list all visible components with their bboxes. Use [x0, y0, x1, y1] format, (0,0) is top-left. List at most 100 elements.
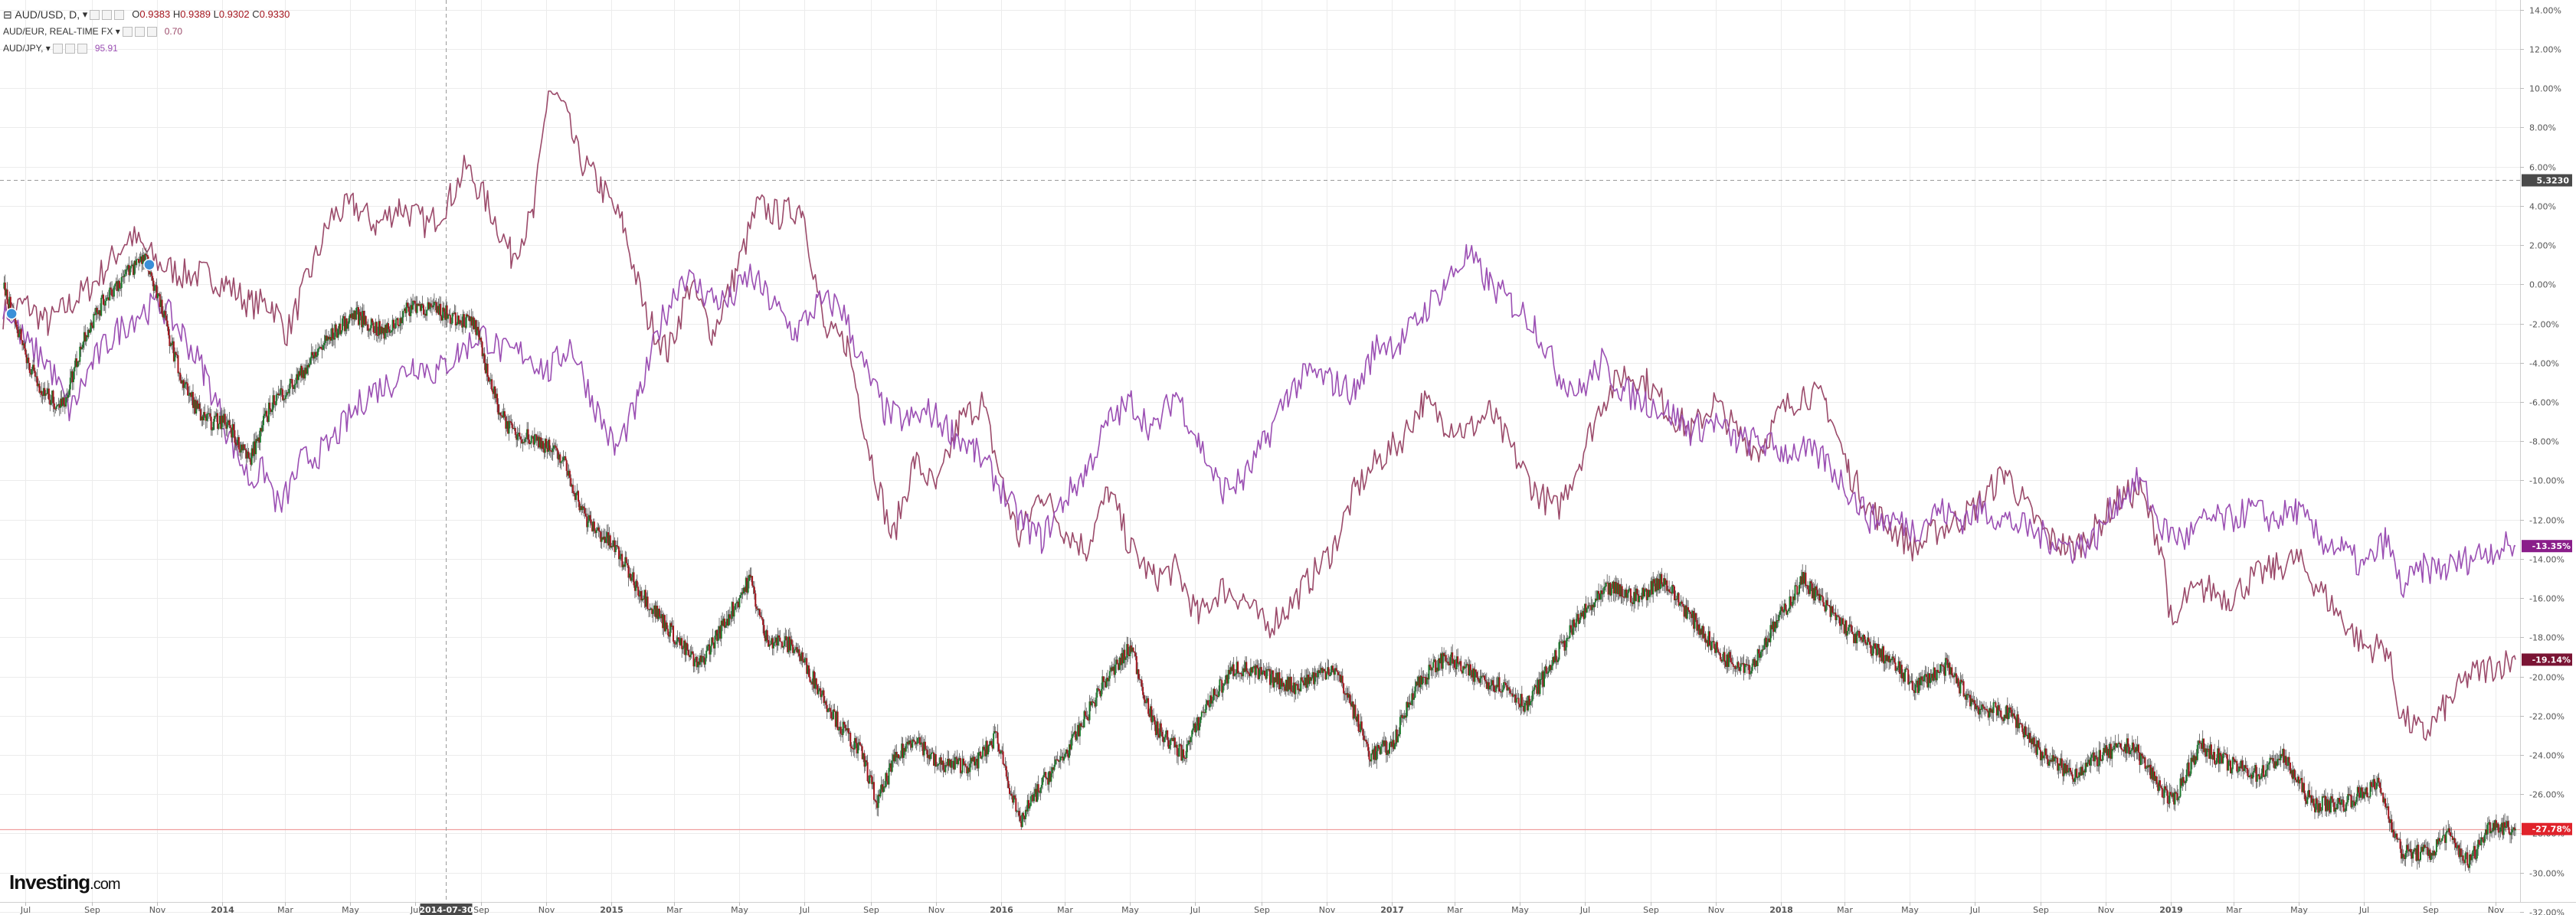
candle-body: [1554, 650, 1556, 663]
candle-body: [1255, 665, 1257, 675]
candle-body: [1592, 604, 1595, 608]
close-icon[interactable]: [146, 26, 157, 37]
x-tick-label: May: [731, 905, 748, 915]
candle-body: [709, 644, 711, 655]
candle-body: [1040, 785, 1043, 788]
candle-body: [713, 642, 715, 649]
candle-body: [1368, 750, 1370, 760]
candle-body: [989, 740, 991, 745]
candle-body: [551, 450, 553, 453]
candle-body: [993, 730, 996, 734]
candle-body: [396, 318, 398, 320]
candle-body: [768, 639, 769, 647]
dropdown-icon[interactable]: ▾: [80, 8, 88, 20]
candle-body: [247, 451, 249, 459]
candle-body: [978, 751, 980, 753]
candle-body: [1776, 620, 1778, 628]
event-markers[interactable]: [5, 258, 155, 320]
candle-body: [2109, 743, 2111, 758]
last-value-tag: -13.35%: [2522, 540, 2572, 553]
candle-body: [1937, 669, 1939, 672]
visibility-icon[interactable]: [122, 26, 133, 37]
candle-body: [180, 380, 182, 384]
candle-body: [1609, 583, 1610, 595]
collapse-icon[interactable]: ⊟: [3, 8, 12, 21]
candle-body: [549, 450, 552, 452]
candle-body: [601, 537, 603, 542]
dropdown-icon[interactable]: ▾: [113, 26, 120, 37]
candle-body: [1005, 766, 1007, 777]
candle-body: [620, 554, 622, 557]
candle-body: [1968, 694, 1970, 696]
candle-body: [957, 760, 960, 765]
candle-body: [1959, 679, 1962, 694]
candle-body: [1609, 583, 1612, 596]
candle-body: [1105, 681, 1107, 688]
candle-body: [1766, 642, 1769, 648]
candle-body: [660, 616, 662, 619]
candle-body: [1145, 701, 1147, 704]
candle-body: [1721, 659, 1723, 662]
event-marker-icon[interactable]: [143, 258, 155, 271]
candle-body: [2217, 748, 2219, 759]
candle-body: [678, 637, 679, 639]
candle-body: [1065, 749, 1067, 754]
visibility-icon[interactable]: [52, 43, 63, 54]
candle-body: [1823, 602, 1825, 607]
x-axis[interactable]: Jul Sep Nov 2014 Mar May Jul Sep Nov 2015 Mar May Ju…: [20, 902, 2505, 915]
candle-body: [732, 602, 735, 617]
x-tick-label: Jul: [1969, 905, 1980, 915]
candle-body: [2507, 821, 2509, 828]
candle-body: [676, 637, 679, 642]
candle-body: [499, 412, 502, 416]
settings-icon[interactable]: [102, 9, 113, 20]
candle-body: [975, 759, 977, 762]
close-icon[interactable]: [77, 43, 87, 54]
visibility-icon[interactable]: [90, 9, 100, 20]
candle-body: [1990, 709, 1992, 713]
candle-body: [2260, 778, 2261, 779]
settings-icon[interactable]: [64, 43, 75, 54]
candle-body: [610, 546, 613, 548]
candle-body: [384, 325, 386, 339]
candle-body: [2402, 854, 2404, 858]
candle-body: [2465, 852, 2467, 854]
candle-body: [1701, 626, 1704, 635]
candle-body: [1189, 740, 1191, 743]
event-marker-icon[interactable]: [5, 307, 18, 320]
candle-body: [1226, 675, 1229, 684]
candle-body: [1754, 660, 1756, 667]
candle-body: [1295, 684, 1298, 685]
candle-body: [1902, 672, 1904, 679]
legend-open: 0.9383: [139, 8, 171, 20]
candle-body: [1743, 662, 1745, 673]
candle-body: [2342, 799, 2344, 801]
candle-body: [1429, 665, 1431, 667]
candle-body: [1124, 649, 1126, 660]
candle-body: [794, 649, 796, 651]
candle-body: [663, 615, 666, 632]
candle-body: [388, 323, 389, 330]
candle-body: [2429, 849, 2431, 860]
legend-open-label: O: [132, 8, 140, 20]
legend-audjpy-symbol[interactable]: AUD/JPY,: [3, 43, 44, 54]
legend-main-symbol[interactable]: AUD/USD, D,: [15, 8, 80, 21]
close-icon[interactable]: [114, 9, 125, 20]
candle-body: [1305, 677, 1308, 688]
dropdown-icon[interactable]: ▾: [43, 43, 51, 54]
candle-body: [705, 650, 708, 658]
settings-icon[interactable]: [134, 26, 145, 37]
candle-body: [2362, 791, 2364, 799]
candle-body: [2228, 760, 2231, 762]
candle-body: [904, 748, 906, 752]
candle-body: [2257, 774, 2260, 776]
y-axis[interactable]: 14.00%12.00%10.00%8.00%6.00%4.00%2.00%0.…: [2520, 6, 2565, 915]
line-audjpy: [2, 243, 2516, 598]
candle-body: [1481, 675, 1484, 677]
legend-audeur-symbol[interactable]: AUD/EUR, REAL-TIME FX: [3, 26, 113, 37]
candle-body: [1412, 693, 1414, 700]
candle-body: [866, 760, 868, 763]
candle-body: [1897, 667, 1899, 670]
